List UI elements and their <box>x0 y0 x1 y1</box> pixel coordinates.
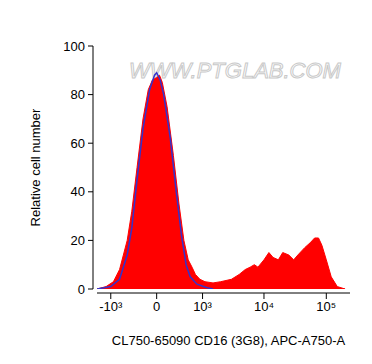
y-tick-label: 100 <box>63 39 85 54</box>
x-axis <box>97 293 350 294</box>
y-tick <box>88 94 93 95</box>
x-tick-label: 10⁴ <box>254 299 274 314</box>
y-tick <box>88 240 93 241</box>
x-tick-label: 10⁵ <box>316 299 336 314</box>
x-tick-label: 10³ <box>193 299 212 314</box>
y-tick-label: 0 <box>78 282 85 297</box>
y-tick-label: 20 <box>71 233 85 248</box>
y-tick <box>88 143 93 144</box>
x-tick-label: -10³ <box>99 299 123 314</box>
x-axis-label: CL750-65090 CD16 (3G8), APC-A750-A <box>112 333 346 348</box>
y-axis-label: Relative cell number <box>28 108 43 226</box>
y-tick <box>88 289 93 290</box>
y-tick-label: 40 <box>71 184 85 199</box>
histogram-area <box>97 75 345 289</box>
y-tick <box>88 46 93 47</box>
y-tick-label: 60 <box>71 136 85 151</box>
y-axis <box>93 46 94 289</box>
plot-area <box>97 73 345 289</box>
y-tick <box>88 191 93 192</box>
histogram-line <box>97 73 213 289</box>
chart: WWW.PTGLAB.COM020406080100-10³010³10⁴10⁵… <box>0 0 372 364</box>
x-tick-label: 0 <box>153 299 160 314</box>
y-tick-label: 80 <box>71 87 85 102</box>
